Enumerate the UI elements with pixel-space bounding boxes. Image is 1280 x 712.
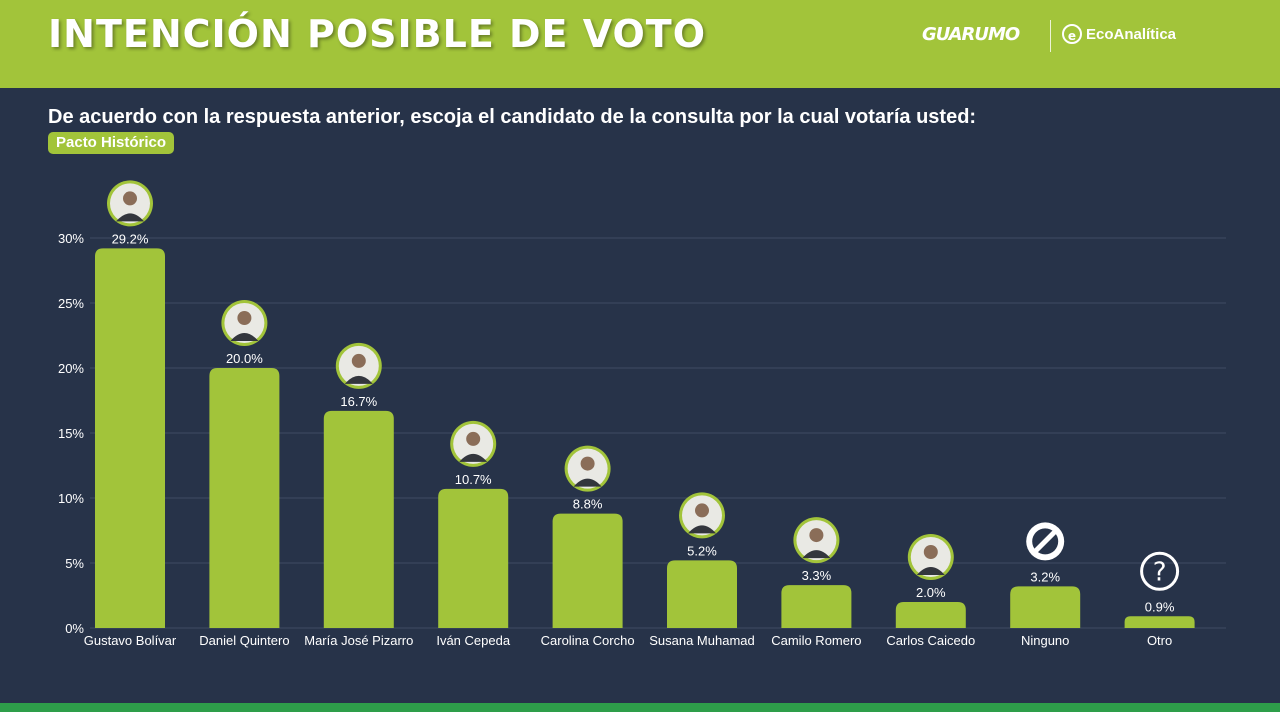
party-badge: Pacto Histórico [48, 132, 175, 154]
bar-value-label: 8.8% [573, 497, 603, 512]
x-tick-label: Iván Cepeda [436, 633, 510, 648]
bar [209, 368, 280, 628]
page-title: INTENCIÓN POSIBLE DE VOTO [48, 12, 707, 56]
no-entry-slash [1032, 528, 1058, 555]
avatar-body [573, 478, 602, 487]
avatar-body [802, 550, 831, 559]
x-tick-label: Otro [1147, 633, 1172, 648]
bar-value-label: 29.2% [112, 231, 149, 246]
guarumo-logo: GUARUMO [922, 24, 1020, 45]
bar [1010, 586, 1081, 628]
bar [95, 248, 165, 628]
avatar-head [351, 353, 366, 368]
avatar-head [809, 528, 824, 543]
y-tick-label: 0% [65, 621, 84, 636]
avatar-icon [107, 180, 153, 227]
avatar-icon [907, 534, 954, 580]
avatar-icon [679, 492, 725, 539]
bar-value-label: 3.2% [1030, 569, 1060, 584]
avatar-body [459, 453, 488, 462]
avatar-head [923, 545, 938, 559]
bar-value-label: 10.7% [455, 472, 492, 487]
avatar-head [237, 311, 252, 325]
avatar-body [916, 567, 945, 575]
avatar-icon [221, 300, 268, 346]
y-tick-label: 15% [58, 426, 84, 441]
y-tick-label: 5% [65, 556, 84, 571]
bar-value-label: 0.9% [1145, 599, 1175, 614]
avatar-body [688, 525, 716, 534]
avatar-body [230, 333, 259, 341]
header-bar: INTENCIÓN POSIBLE DE VOTO GUARUMO e EcoA… [0, 0, 1280, 88]
question-circle [1140, 551, 1180, 591]
avatar-head [695, 503, 709, 518]
bar [552, 513, 623, 628]
bar [438, 488, 509, 628]
avatar-head [466, 431, 481, 446]
bar-value-label: 16.7% [340, 394, 377, 409]
y-tick-label: 20% [58, 361, 84, 376]
x-tick-label: Gustavo Bolívar [84, 633, 177, 648]
avatar-icon [564, 445, 611, 492]
avatar-icon [793, 517, 840, 564]
x-tick-label: Ninguno [1021, 633, 1069, 648]
y-tick-label: 10% [58, 491, 84, 506]
question-mark-icon: ? [1140, 551, 1180, 591]
bar [667, 560, 737, 628]
bar [895, 602, 966, 628]
x-tick-label: Camilo Romero [771, 633, 861, 648]
avatar-body [116, 213, 144, 222]
x-tick-label: Carlos Caicedo [886, 633, 975, 648]
avatar-icon [335, 342, 382, 389]
avatar-icon [450, 420, 497, 467]
bar-value-label: 3.3% [802, 568, 832, 583]
ecoanalitica-logo: EcoAnalítica [1086, 26, 1177, 43]
bar-value-label: 20.0% [226, 351, 263, 366]
bar-value-label: 2.0% [916, 585, 946, 600]
avatar-body [344, 375, 373, 384]
e-circle-icon: e [1062, 24, 1082, 44]
no-entry-icon [1026, 522, 1065, 561]
x-tick-label: María José Pizarro [304, 633, 413, 648]
x-tick-label: Susana Muhamad [649, 633, 755, 648]
avatar-head [580, 456, 595, 471]
bar [323, 410, 394, 628]
question-glyph: ? [1153, 557, 1167, 587]
survey-question: De acuerdo con la respuesta anterior, es… [48, 106, 977, 128]
y-tick-label: 25% [58, 296, 84, 311]
bottom-accent-bar [0, 703, 1280, 712]
bar [781, 585, 852, 628]
x-tick-label: Daniel Quintero [199, 633, 289, 648]
avatar-head [123, 191, 137, 206]
logo-divider [1050, 20, 1051, 52]
bar [1124, 616, 1195, 628]
bar-value-label: 5.2% [687, 543, 717, 558]
y-tick-label: 30% [58, 231, 84, 246]
x-tick-label: Carolina Corcho [541, 633, 635, 648]
